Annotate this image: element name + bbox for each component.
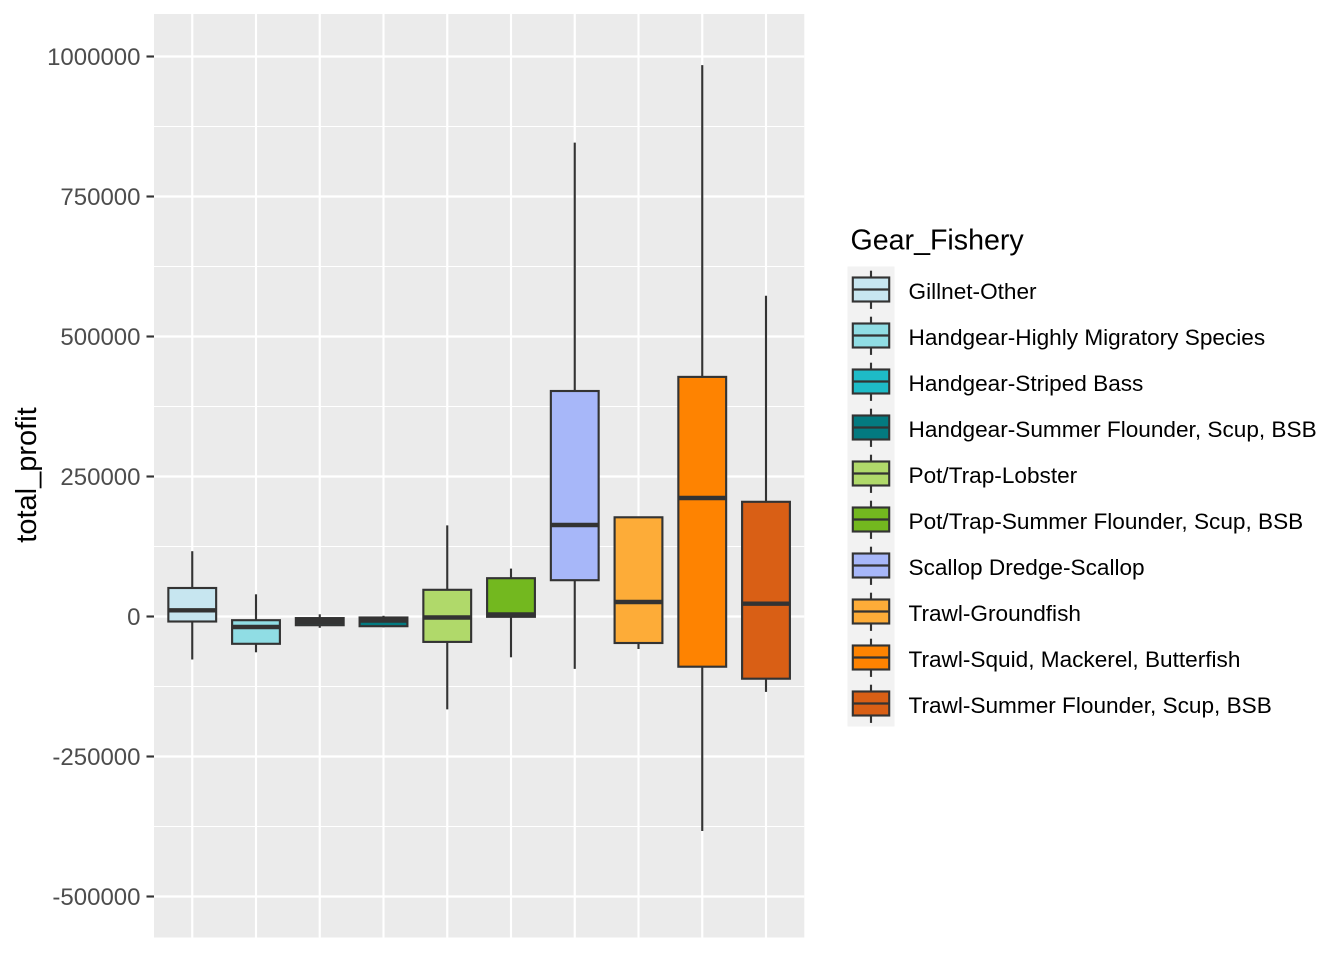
svg-text:0: 0: [127, 604, 140, 631]
svg-text:Gear_Fishery: Gear_Fishery: [851, 225, 1025, 257]
svg-text:Pot/Trap-Summer Flounder, Scup: Pot/Trap-Summer Flounder, Scup, BSB: [909, 509, 1304, 534]
svg-text:total_profit: total_profit: [11, 407, 43, 542]
svg-text:Trawl-Squid, Mackerel, Butterf: Trawl-Squid, Mackerel, Butterfish: [909, 647, 1241, 672]
svg-text:Scallop Dredge-Scallop: Scallop Dredge-Scallop: [909, 555, 1145, 580]
svg-text:Pot/Trap-Lobster: Pot/Trap-Lobster: [909, 463, 1078, 488]
svg-text:750000: 750000: [60, 184, 140, 211]
svg-text:Trawl-Summer Flounder, Scup, B: Trawl-Summer Flounder, Scup, BSB: [909, 693, 1272, 718]
svg-text:1000000: 1000000: [47, 44, 140, 71]
svg-text:500000: 500000: [60, 324, 140, 351]
svg-text:-500000: -500000: [52, 884, 140, 911]
svg-text:Handgear-Summer Flounder, Scup: Handgear-Summer Flounder, Scup, BSB: [909, 417, 1317, 442]
svg-text:250000: 250000: [60, 464, 140, 491]
svg-text:Handgear-Striped Bass: Handgear-Striped Bass: [909, 371, 1144, 396]
svg-text:Trawl-Groundfish: Trawl-Groundfish: [909, 601, 1081, 626]
svg-text:Gillnet-Other: Gillnet-Other: [909, 279, 1038, 304]
svg-text:-250000: -250000: [52, 744, 140, 771]
svg-text:Handgear-Highly Migratory Spec: Handgear-Highly Migratory Species: [909, 325, 1266, 350]
